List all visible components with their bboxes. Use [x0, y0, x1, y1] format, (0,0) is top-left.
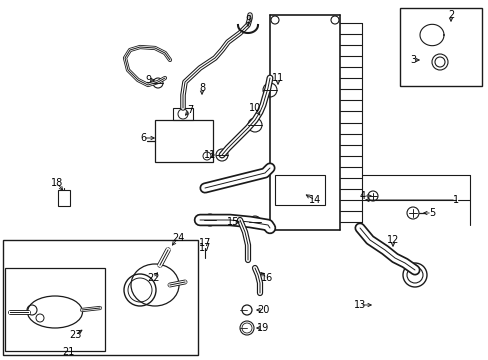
Bar: [399, 8, 481, 86]
Bar: [173, 108, 193, 120]
Text: 6: 6: [140, 133, 146, 143]
Text: 2: 2: [447, 10, 453, 20]
Text: 18: 18: [51, 178, 63, 188]
Bar: [274, 175, 325, 205]
Text: 9: 9: [244, 15, 250, 25]
Text: 17: 17: [199, 238, 211, 248]
Text: 10: 10: [248, 103, 261, 113]
Bar: [3, 240, 198, 355]
Text: 15: 15: [226, 217, 239, 227]
Text: 19: 19: [256, 323, 268, 333]
Text: 1: 1: [452, 195, 458, 205]
Text: 11: 11: [203, 150, 216, 160]
Bar: [58, 190, 70, 206]
Text: 14: 14: [308, 195, 321, 205]
Bar: [155, 120, 213, 162]
Text: 17: 17: [199, 243, 211, 253]
Text: 22: 22: [146, 273, 159, 283]
Text: 4: 4: [359, 191, 366, 201]
Text: 13: 13: [353, 300, 366, 310]
Text: 21: 21: [61, 347, 74, 357]
Bar: [5, 268, 105, 351]
Text: 16: 16: [260, 273, 273, 283]
Text: 23: 23: [69, 330, 81, 340]
Text: 20: 20: [256, 305, 268, 315]
Text: 12: 12: [386, 235, 398, 245]
Text: 9: 9: [144, 75, 151, 85]
Text: 3: 3: [409, 55, 415, 65]
Text: 8: 8: [199, 83, 204, 93]
Text: 11: 11: [271, 73, 284, 83]
Text: 24: 24: [171, 233, 184, 243]
Text: 5: 5: [428, 208, 434, 218]
Text: 7: 7: [186, 105, 193, 115]
